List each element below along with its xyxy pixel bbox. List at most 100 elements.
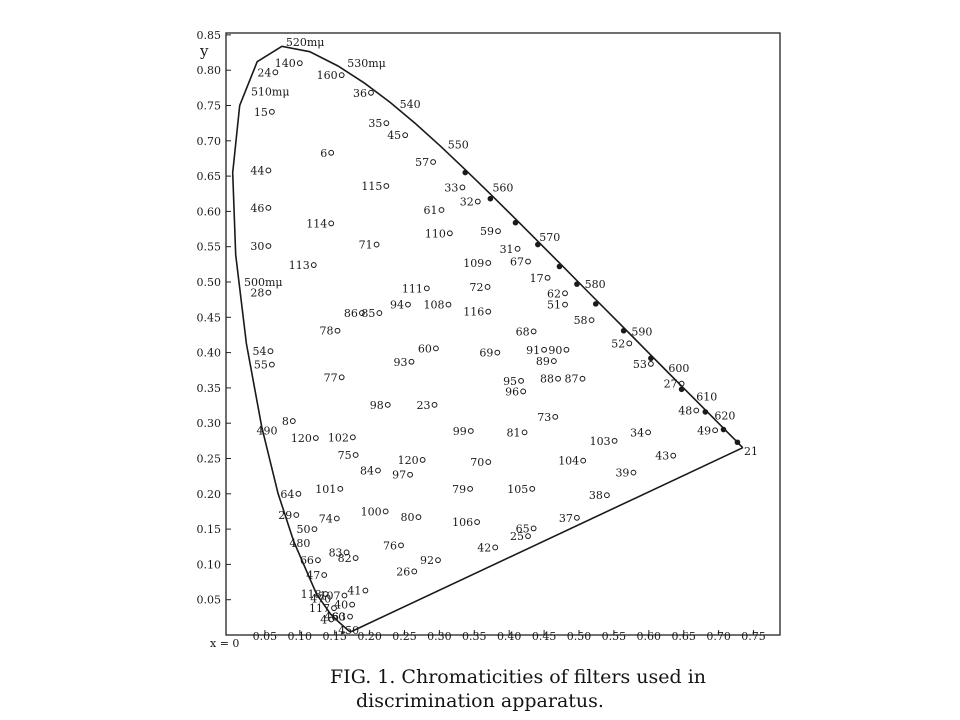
filter-point-label: 69 [479, 347, 493, 360]
wavelength-label: 590 [631, 325, 652, 338]
y-tick-label: 0.10 [197, 558, 222, 571]
filter-point-label: 36 [353, 87, 367, 100]
filter-point-label: 88 [540, 373, 554, 386]
filter-point [514, 245, 521, 252]
filter-point-label: 108 [423, 299, 444, 312]
x-tick-label: 0.75 [741, 630, 766, 643]
filter-point [312, 435, 319, 441]
filter-point-label: 79 [452, 483, 466, 496]
x-tick-label: 0.45 [532, 630, 557, 643]
filter-point-label: 84 [360, 465, 374, 478]
filter-point [419, 457, 426, 463]
y-tick-label: 0.70 [197, 135, 222, 148]
filter-point [630, 469, 637, 476]
wavelength-label: 470 [310, 592, 331, 605]
filter-point [485, 308, 492, 315]
filter-point-label: 74 [319, 513, 333, 526]
filter-point-label: 49 [697, 424, 711, 437]
wavelength-label: 550 [448, 138, 469, 151]
filter-point-label: 91 [526, 344, 540, 357]
filter-point [484, 284, 491, 290]
y-axis-ticks: 0.85 0.80 0.75 0.70 0.65 0.60 0.55 0.50 0.45 0.40… [197, 29, 231, 607]
wavelength-label: 520mμ [286, 36, 325, 49]
filter-point-label: 15 [254, 106, 268, 119]
filter-point [415, 514, 422, 520]
filter-point [267, 348, 274, 355]
wavelength-label: 510mμ [251, 85, 290, 98]
filter-point [431, 401, 438, 408]
filter-point-label: 86 [344, 307, 358, 320]
filter-point [611, 437, 618, 444]
filter-point-label: 42 [477, 541, 491, 554]
filter-point [521, 429, 528, 436]
filter-point-label: 140 [275, 57, 296, 70]
y-tick-label: 0.30 [197, 417, 222, 430]
filter-point-label: 101 [315, 483, 336, 496]
filter-point [272, 69, 279, 76]
filter-point-label: 47 [306, 569, 320, 582]
filter-point-label: 70 [470, 456, 484, 469]
wavelength-labels: 450460470480490500mμ510mμ520mμ530mμ54055… [244, 36, 735, 637]
locus-marker-point [734, 439, 741, 446]
filter-point [588, 317, 595, 324]
filter-point [382, 508, 389, 515]
wavelength-label: 570 [539, 231, 560, 244]
filter-point-label: 68 [516, 325, 530, 338]
wavelength-label: 540 [400, 98, 421, 111]
filter-point [485, 260, 492, 266]
filter-point-label: 93 [393, 356, 407, 369]
filter-point [268, 361, 275, 368]
filter-point-label: 39 [615, 467, 629, 480]
filter-point [544, 274, 551, 281]
y-tick-label: 0.55 [197, 241, 222, 254]
filter-point [445, 301, 452, 308]
filter-point [402, 132, 409, 139]
locus-marker-point [462, 169, 469, 176]
filter-point [375, 467, 381, 474]
filter-point-label: 46 [250, 202, 264, 215]
filter-point-label: 25 [510, 530, 524, 543]
filter-point [352, 555, 359, 561]
filter-point-label: 51 [547, 299, 561, 312]
caption-line-2: discrimination apparatus. [356, 690, 604, 712]
filter-point-label: 113 [289, 259, 310, 272]
filter-point [289, 418, 296, 424]
wavelength-label: 450 [338, 624, 359, 637]
filter-point [604, 492, 610, 499]
filter-point-label: 45 [387, 129, 401, 142]
x-tick-label: 0.55 [602, 630, 627, 643]
filter-point-label: 50 [296, 523, 310, 536]
filter-point [337, 485, 344, 492]
filter-point [495, 228, 501, 235]
y-tick-label: 0.80 [197, 64, 222, 77]
filter-point-label: 92 [420, 554, 434, 567]
locus-marker-point [535, 241, 541, 248]
filter-point-label: 116 [463, 306, 484, 319]
filter-point-label: 52 [611, 337, 625, 350]
filter-point [315, 557, 321, 564]
filter-point [310, 262, 317, 268]
y-tick-label: 0.35 [197, 382, 222, 395]
filter-point-label: 35 [368, 117, 382, 130]
filter-point [563, 346, 570, 353]
x-tick-label: 0.20 [357, 630, 382, 643]
filter-point [347, 613, 353, 620]
filter-point-label: 83 [329, 546, 343, 559]
filter-point [626, 340, 633, 347]
filter-point [525, 258, 531, 265]
filter-point-label: 105 [507, 483, 528, 496]
filter-point-label: 87 [564, 373, 578, 386]
filter-point-label: 73 [537, 411, 551, 424]
filter-point [562, 290, 568, 297]
filter-point-label: 94 [390, 299, 404, 312]
y-tick-label: 0.45 [197, 311, 222, 324]
filter-point-label: 23 [417, 399, 431, 412]
filter-point-label: 40 [334, 599, 348, 612]
endpoint-label: 21 [744, 445, 758, 458]
filter-point [459, 184, 466, 191]
filter-point-label: 71 [359, 239, 373, 252]
filter-point-label: 82 [338, 552, 352, 565]
filter-point-label: 29 [278, 509, 292, 522]
filter-point-label: 55 [254, 359, 268, 372]
